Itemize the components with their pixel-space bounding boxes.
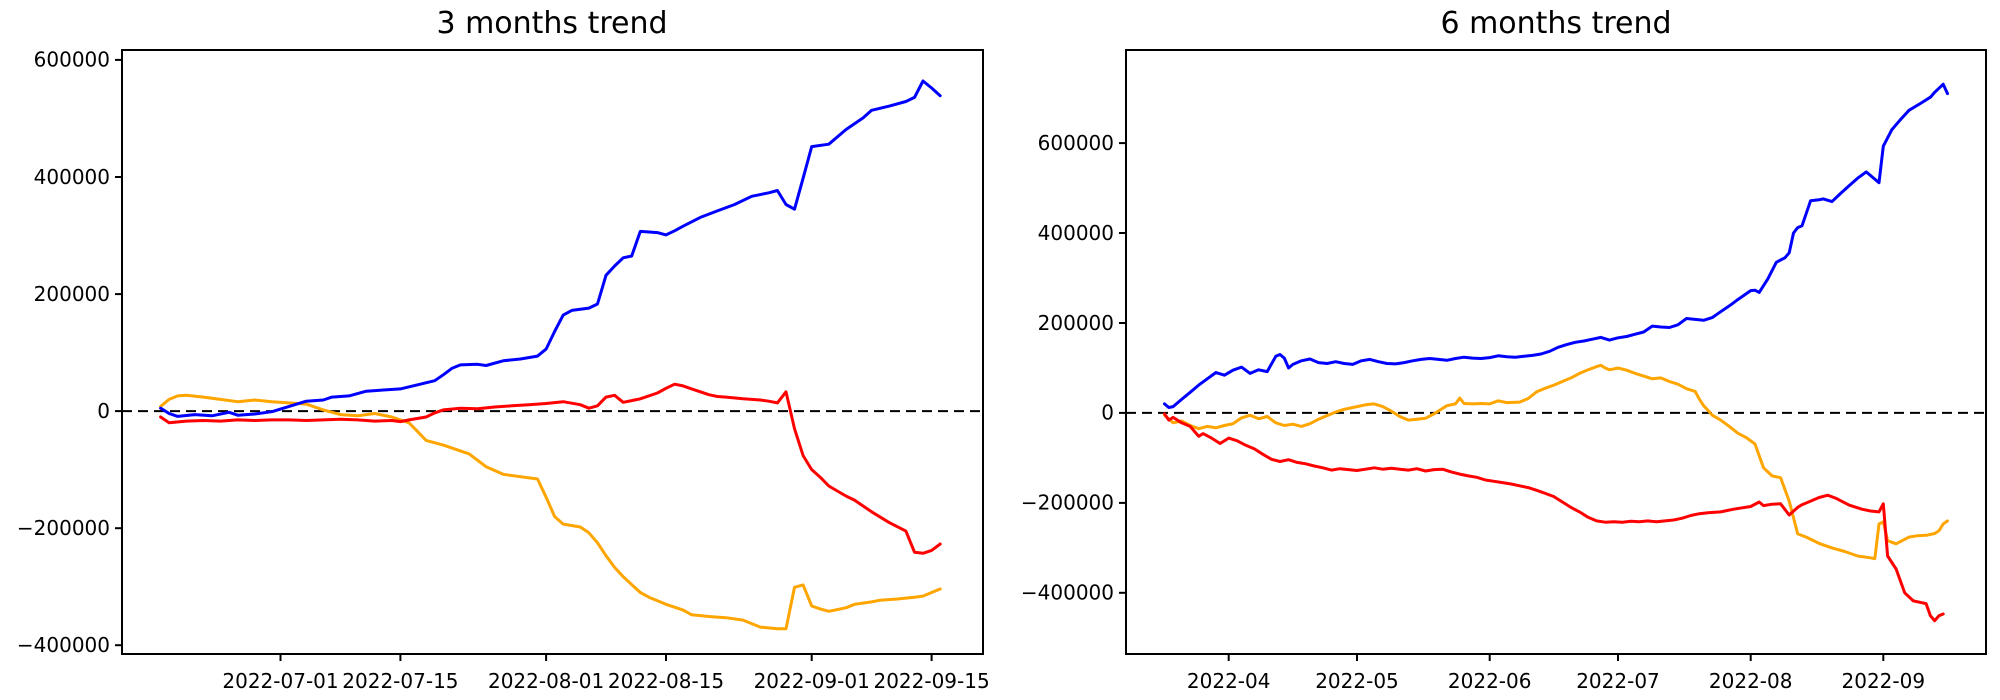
x-tick-label: 2022-07-01 bbox=[222, 669, 338, 693]
chart-1: 600000 400000 200000 0 −200000 −400000 2022-04… bbox=[1021, 49, 1987, 693]
series-line-blue bbox=[159, 79, 942, 418]
x-tick-label: 2022-08 bbox=[1709, 669, 1793, 693]
y-tick-label: −400000 bbox=[1021, 581, 1114, 605]
x-tick-label: 2022-07-15 bbox=[342, 669, 458, 693]
y-tick-label: −200000 bbox=[1021, 491, 1114, 515]
series-line-orange bbox=[1163, 363, 1949, 561]
y-tick-label: −200000 bbox=[17, 516, 110, 540]
x-tick-label: 2022-05 bbox=[1315, 669, 1399, 693]
series-line-blue bbox=[1163, 82, 1949, 409]
y-tick-label: 400000 bbox=[34, 165, 110, 189]
y-tick-label: 400000 bbox=[1038, 221, 1114, 245]
x-tick-label: 2022-08-15 bbox=[608, 669, 724, 693]
y-tick-label: 0 bbox=[97, 399, 110, 423]
y-tick-label: 0 bbox=[1101, 401, 1114, 425]
plot-border bbox=[1125, 49, 1987, 655]
series-line-red bbox=[159, 382, 942, 555]
x-tick-label: 2022-08-01 bbox=[488, 669, 604, 693]
x-tick-label: 2022-09-01 bbox=[754, 669, 870, 693]
chart-0: 600000 400000 200000 0 −200000 −400000 2022-07… bbox=[17, 48, 990, 693]
y-tick-label: 600000 bbox=[1038, 131, 1114, 155]
series-line-red bbox=[1163, 412, 1945, 623]
series-line-orange bbox=[159, 393, 942, 631]
x-tick-label: 2022-04 bbox=[1187, 669, 1271, 693]
chart-title-3-months: 3 months trend bbox=[436, 6, 668, 41]
x-tick-label: 2022-09 bbox=[1842, 669, 1926, 693]
y-tick-label: 200000 bbox=[1038, 311, 1114, 335]
chart-title-6-months: 6 months trend bbox=[1440, 6, 1672, 41]
x-tick-label: 2022-09-15 bbox=[873, 669, 989, 693]
y-tick-label: −400000 bbox=[17, 633, 110, 657]
y-tick-label: 600000 bbox=[34, 48, 110, 72]
x-tick-label: 2022-06 bbox=[1448, 669, 1532, 693]
x-tick-label: 2022-07 bbox=[1576, 669, 1660, 693]
y-tick-label: 200000 bbox=[34, 282, 110, 306]
plot-border bbox=[121, 49, 984, 655]
